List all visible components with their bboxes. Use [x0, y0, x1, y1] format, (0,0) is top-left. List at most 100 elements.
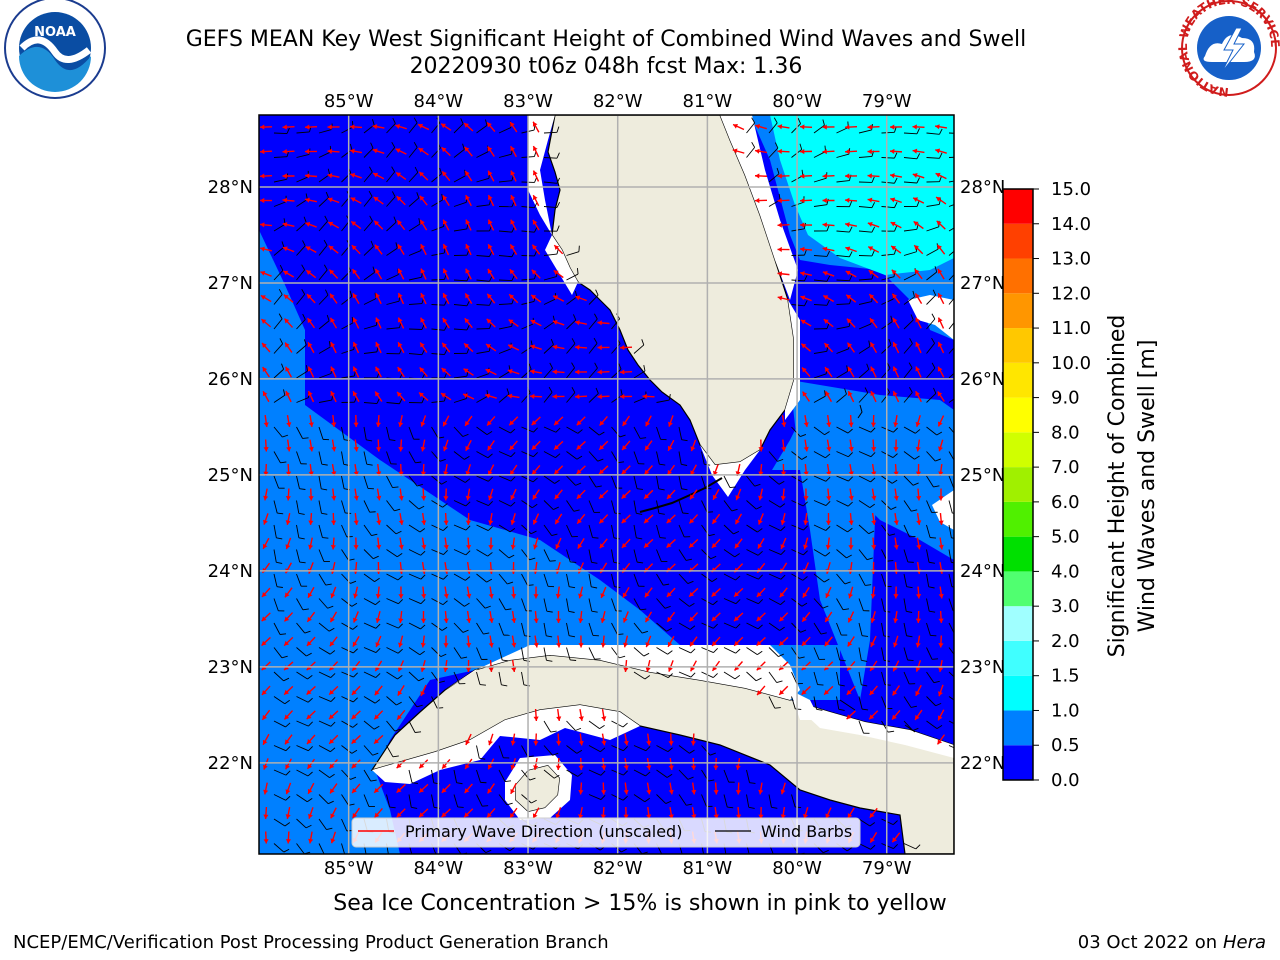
- wave-arrow: [870, 390, 877, 403]
- wave-arrow: [306, 317, 316, 329]
- wave-arrow: [780, 537, 787, 550]
- wind-barb: [746, 598, 763, 605]
- wave-arrow: [286, 463, 292, 477]
- map-frame: [258, 114, 955, 855]
- wave-arrow: [510, 758, 517, 770]
- wave-arrow: [915, 390, 922, 403]
- lat-label-left-3: 25°N: [208, 465, 253, 486]
- lat-label-left-1: 23°N: [208, 657, 253, 678]
- wave-arrow: [464, 317, 473, 329]
- wind-barb: [926, 451, 942, 462]
- wave-arrow: [509, 121, 518, 133]
- wave-arrow: [892, 366, 900, 378]
- wind-barb: [318, 769, 335, 778]
- wind-barb: [453, 794, 464, 808]
- wave-arrow: [282, 124, 295, 130]
- wind-barb: [453, 426, 469, 437]
- wave-arrow: [397, 341, 405, 354]
- wave-arrow: [599, 538, 608, 549]
- wave-arrow: [330, 586, 337, 599]
- wave-arrow: [418, 783, 429, 794]
- wave-arrow: [871, 439, 877, 452]
- wind-barb: [341, 720, 358, 728]
- wave-arrow: [870, 366, 877, 378]
- wave-arrow: [262, 537, 270, 550]
- wave-arrow: [870, 635, 877, 648]
- wave-arrow: [754, 173, 768, 179]
- wind-barb: [296, 451, 307, 465]
- wave-arrow: [420, 415, 427, 427]
- wave-arrow: [443, 537, 449, 550]
- wind-barb: [318, 794, 334, 805]
- wind-barb: [858, 818, 876, 827]
- wave-arrow: [645, 635, 652, 648]
- wave-arrow: [619, 393, 633, 400]
- wave-arrow: [510, 145, 517, 158]
- wind-barb: [296, 426, 309, 439]
- wave-arrow: [261, 685, 271, 696]
- wave-arrow: [667, 415, 674, 427]
- wave-arrow: [937, 366, 945, 378]
- wave-arrow: [802, 391, 810, 402]
- wave-arrow: [938, 463, 944, 477]
- wind-barb: [498, 475, 516, 482]
- wind-barb: [341, 549, 355, 561]
- wave-arrow: [442, 268, 450, 280]
- wave-arrow: [304, 197, 318, 203]
- wind-barb: [408, 218, 421, 232]
- wind-barb: [453, 524, 471, 531]
- wave-arrow: [689, 489, 698, 500]
- wind-barb: [318, 168, 331, 183]
- wave-arrow: [263, 806, 269, 820]
- wind-barb: [498, 745, 510, 759]
- wind-barb: [341, 671, 358, 678]
- wave-arrow: [509, 268, 518, 280]
- wind-barb: [363, 240, 374, 256]
- wind-barb: [678, 647, 696, 654]
- wind-barb: [408, 647, 425, 656]
- wave-arrow: [396, 709, 406, 721]
- wave-arrow: [419, 342, 428, 353]
- wave-arrow: [823, 318, 834, 328]
- wave-arrow: [622, 611, 629, 623]
- wave-arrow: [870, 586, 876, 599]
- wave-arrow: [734, 538, 743, 549]
- wind-barb: [476, 426, 493, 436]
- wind-barb: [566, 549, 577, 563]
- wave-arrow: [553, 269, 564, 279]
- wave-arrow: [802, 587, 810, 598]
- wind-barb: [408, 524, 426, 533]
- wave-arrow: [306, 611, 316, 623]
- wave-arrow: [824, 636, 833, 647]
- wave-arrow: [822, 246, 835, 252]
- wave-arrow: [711, 636, 721, 647]
- wind-barb: [566, 647, 577, 661]
- wind-barb: [341, 316, 354, 330]
- wave-arrow: [353, 537, 359, 550]
- lat-label-left-4: 26°N: [208, 369, 253, 390]
- wave-arrow: [597, 320, 610, 326]
- wind-barb: [926, 573, 935, 589]
- wind-barb: [813, 622, 827, 635]
- wave-arrow: [711, 587, 721, 598]
- wave-arrow: [800, 319, 812, 327]
- wave-arrow: [442, 317, 450, 329]
- wind-barb: [273, 475, 285, 489]
- wind-barb: [903, 500, 918, 512]
- wind-barb: [273, 671, 290, 682]
- wave-arrow: [667, 660, 674, 672]
- wave-arrow: [396, 195, 406, 206]
- wind-barb: [453, 169, 466, 183]
- wave-arrow: [396, 759, 406, 769]
- wave-arrow: [420, 635, 426, 648]
- colorbar-tick-label-10: 8.0: [1051, 422, 1080, 443]
- sea-ice-note: Sea Ice Concentration > 15% is shown in …: [333, 891, 947, 916]
- colorbar-segment-4: [1003, 606, 1033, 641]
- wind-barb: [386, 720, 401, 732]
- wind-barb: [543, 573, 555, 588]
- wind-barb: [858, 573, 872, 586]
- wave-arrow: [283, 710, 294, 720]
- wave-arrow: [845, 294, 857, 303]
- wind-barb: [273, 720, 291, 728]
- wave-arrow: [464, 146, 473, 157]
